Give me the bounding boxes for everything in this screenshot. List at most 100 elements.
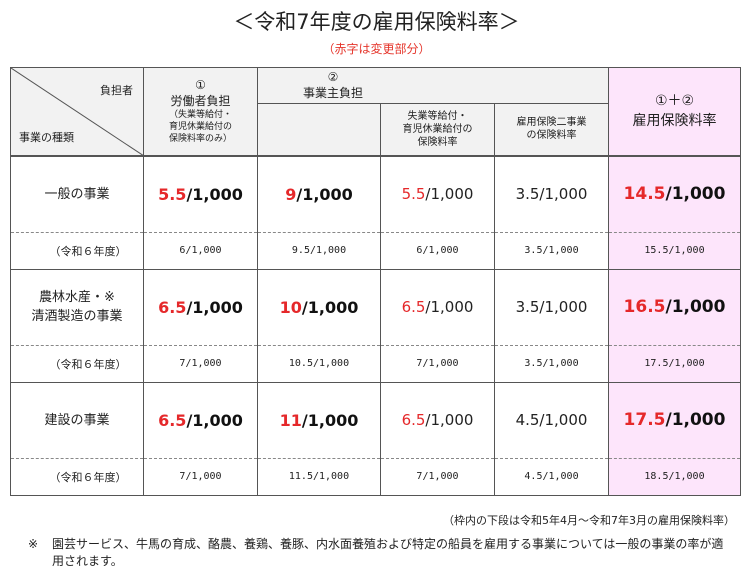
page-subtitle: （赤字は変更部分） <box>322 42 431 56</box>
row-label-line1: 一般の事業 <box>44 186 110 202</box>
worker-rate: 5.5/1,000 <box>143 155 258 233</box>
row-general: 一般の事業 5.5/1,000 9/1,000 5.5/1,000 3.5/1,… <box>10 155 741 233</box>
row-label: 農林水産・※ 清酒製造の事業 <box>10 268 144 346</box>
row-label: 一般の事業 <box>10 155 144 233</box>
footnote: ※ 園芸サービス、牛馬の育成、酪農、養鶏、養豚、内水面養殖および特定の船員を雇用… <box>28 536 728 570</box>
row-label-line2: 清酒製造の事業 <box>31 309 123 324</box>
footnote-text: 園芸サービス、牛馬の育成、酪農、養鶏、養豚、内水面養殖および特定の船員を雇用する… <box>52 537 724 568</box>
total-rate-unit: /1,000 <box>665 297 726 317</box>
employer-number: ② <box>327 70 339 84</box>
prev-year-label: （令和６年度） <box>10 457 144 496</box>
employer-rate-changed: 11 <box>279 410 302 430</box>
total-rate-unit: /1,000 <box>665 184 726 204</box>
header-emp-sub1: 失業等給付・ 育児休業給付の 保険料率 <box>380 103 495 157</box>
row-label-line1: 農林水産・※ <box>39 290 115 305</box>
prev-total-rate: 17.5/1,000 <box>608 344 741 383</box>
prev-employer-rate: 11.5/1,000 <box>257 457 381 496</box>
worker-number: ① <box>195 77 206 92</box>
range-note: （枠内の下段は令和5年4月～令和7年3月の雇用保険料率） <box>443 514 735 527</box>
emp-sub1-rate: 5.5/1,000 <box>380 155 495 233</box>
total-rate: 14.5/1,000 <box>608 155 741 233</box>
header-total: ①＋② 雇用保険料率 <box>608 67 741 157</box>
diagonal-line <box>11 68 144 156</box>
worker-rate-changed: 6.5 <box>158 297 187 317</box>
emp-sub2-rate: 3.5/1,000 <box>494 268 609 346</box>
prev-total-rate: 15.5/1,000 <box>608 231 741 270</box>
employer-rate-changed: 9 <box>285 184 297 204</box>
employer-rate: 10/1,000 <box>257 268 381 346</box>
prev-employer-rate: 9.5/1,000 <box>257 231 381 270</box>
emp-sub1-line2: 育児休業給付の <box>402 123 473 135</box>
header-emp-sub-empty <box>257 103 381 157</box>
header-worker: ① 労働者負担 （失業等給付・ 育児休業給付の 保険料率のみ） <box>143 67 258 157</box>
worker-rate-unit: /1,000 <box>186 297 243 317</box>
row-label-line1: 建設の事業 <box>44 412 110 428</box>
header-corner: 負担者 事業の種類 <box>10 67 144 157</box>
total-rate-changed: 14.5 <box>623 184 666 204</box>
row-construction-prev: （令和６年度） 7/1,000 11.5/1,000 7/1,000 4.5/1… <box>10 457 741 496</box>
total-rate: 16.5/1,000 <box>608 268 741 346</box>
row-general-prev: （令和６年度） 6/1,000 9.5/1,000 6/1,000 3.5/1,… <box>10 231 741 270</box>
emp-sub1-unit: /1,000 <box>425 411 474 429</box>
rate-table: 負担者 事業の種類 ① 労働者負担 （失業等給付・ 育児休業給付の 保険料率のみ… <box>10 67 741 496</box>
row-construction: 建設の事業 6.5/1,000 11/1,000 6.5/1,000 4.5/1… <box>10 381 741 459</box>
prev-year-label: （令和６年度） <box>10 344 144 383</box>
total-rate-changed: 17.5 <box>623 410 666 430</box>
prev-emp-sub2-rate: 3.5/1,000 <box>494 231 609 270</box>
total-rate-unit: /1,000 <box>665 410 726 430</box>
prev-emp-sub2-rate: 4.5/1,000 <box>494 457 609 496</box>
total-rate-changed: 16.5 <box>623 297 666 317</box>
emp-sub1-rate: 6.5/1,000 <box>380 381 495 459</box>
emp-sub1-unit: /1,000 <box>425 185 474 203</box>
emp-sub1-changed: 5.5 <box>401 185 426 203</box>
burden-label: 負担者 <box>100 84 133 97</box>
row-agriculture: 農林水産・※ 清酒製造の事業 6.5/1,000 10/1,000 6.5/1,… <box>10 268 741 346</box>
header-employer: ② 事業主負担 <box>257 67 609 104</box>
prev-emp-sub2-rate: 3.5/1,000 <box>494 344 609 383</box>
worker-label: 労働者負担 <box>170 93 231 108</box>
footnote-mark: ※ <box>28 537 39 551</box>
worker-rate: 6.5/1,000 <box>143 381 258 459</box>
emp-sub2-line1: 雇用保険二事業 <box>516 117 587 129</box>
total-label: 雇用保険料率 <box>632 113 717 130</box>
worker-rate: 6.5/1,000 <box>143 268 258 346</box>
emp-sub2-line2: の保険料率 <box>526 130 577 142</box>
employer-rate: 11/1,000 <box>257 381 381 459</box>
worker-note-3: 保険料率のみ） <box>168 133 232 144</box>
emp-sub1-rate: 6.5/1,000 <box>380 268 495 346</box>
employer-rate-unit: /1,000 <box>301 297 359 317</box>
business-type-label: 事業の種類 <box>19 130 74 144</box>
page-title: ＜令和7年度の雇用保険料率＞ <box>233 10 520 34</box>
worker-note-2: 育児休業給付の <box>168 121 232 132</box>
prev-emp-sub1-rate: 7/1,000 <box>380 457 495 496</box>
worker-rate-unit: /1,000 <box>186 410 243 430</box>
emp-sub2-rate: 4.5/1,000 <box>494 381 609 459</box>
prev-year-label: （令和６年度） <box>10 231 144 270</box>
emp-sub1-line3: 保険料率 <box>417 136 458 148</box>
prev-emp-sub1-rate: 6/1,000 <box>380 231 495 270</box>
prev-worker-rate: 7/1,000 <box>143 457 258 496</box>
total-number: ①＋② <box>654 93 695 110</box>
worker-rate-changed: 5.5 <box>158 184 187 204</box>
total-rate: 17.5/1,000 <box>608 381 741 459</box>
header-emp-sub2: 雇用保険二事業 の保険料率 <box>494 103 609 157</box>
prev-emp-sub1-rate: 7/1,000 <box>380 344 495 383</box>
prev-worker-rate: 6/1,000 <box>143 231 258 270</box>
emp-sub1-unit: /1,000 <box>425 298 474 316</box>
emp-sub1-changed: 6.5 <box>401 411 426 429</box>
worker-rate-unit: /1,000 <box>186 184 243 204</box>
header-row-bottom: 失業等給付・ 育児休業給付の 保険料率 雇用保険二事業 の保険料率 <box>11 103 741 157</box>
employer-rate-unit: /1,000 <box>301 410 359 430</box>
row-agriculture-prev: （令和６年度） 7/1,000 10.5/1,000 7/1,000 3.5/1… <box>10 344 741 383</box>
prev-employer-rate: 10.5/1,000 <box>257 344 381 383</box>
row-label: 建設の事業 <box>10 381 144 459</box>
employer-rate-changed: 10 <box>279 297 302 317</box>
employer-rate-unit: /1,000 <box>296 184 353 204</box>
header-row-top: 負担者 事業の種類 ① 労働者負担 （失業等給付・ 育児休業給付の 保険料率のみ… <box>10 67 741 157</box>
prev-worker-rate: 7/1,000 <box>143 344 258 383</box>
worker-rate-changed: 6.5 <box>158 410 187 430</box>
prev-total-rate: 18.5/1,000 <box>608 457 741 496</box>
emp-sub1-line1: 失業等給付・ <box>407 110 468 122</box>
emp-sub1-changed: 6.5 <box>401 298 426 316</box>
employer-label: 事業主負担 <box>302 86 363 100</box>
